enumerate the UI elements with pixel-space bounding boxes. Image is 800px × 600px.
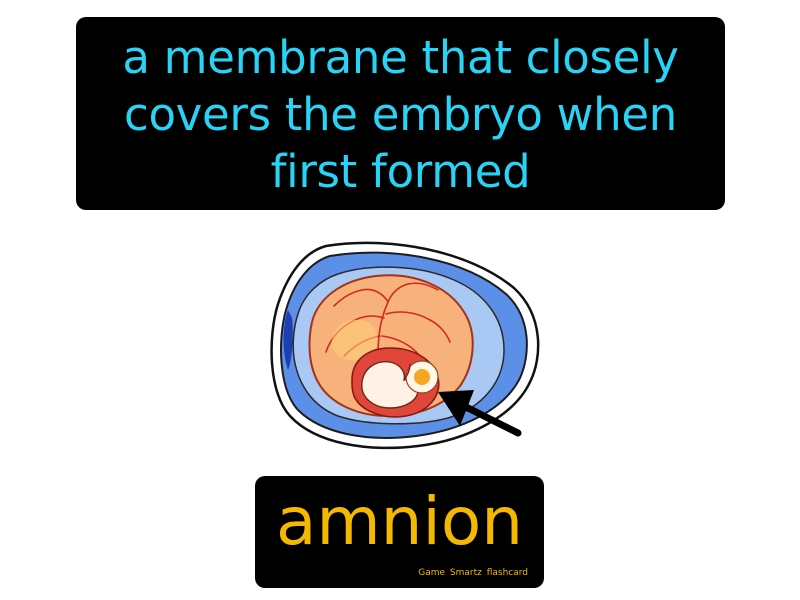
yolk-center	[414, 369, 430, 385]
definition-text: a membrane that closely covers the embry…	[122, 31, 679, 198]
yolk-area	[331, 319, 378, 361]
term-text: amnion	[275, 483, 524, 560]
brand-label: Game Smartz flashcard	[418, 568, 528, 578]
arrow-icon	[438, 390, 522, 437]
term-box: amnion Game Smartz flashcard	[255, 476, 544, 588]
amnion-illustration	[270, 241, 540, 450]
definition-box: a membrane that closely covers the embry…	[76, 17, 725, 210]
blastopore-edge	[283, 310, 293, 370]
